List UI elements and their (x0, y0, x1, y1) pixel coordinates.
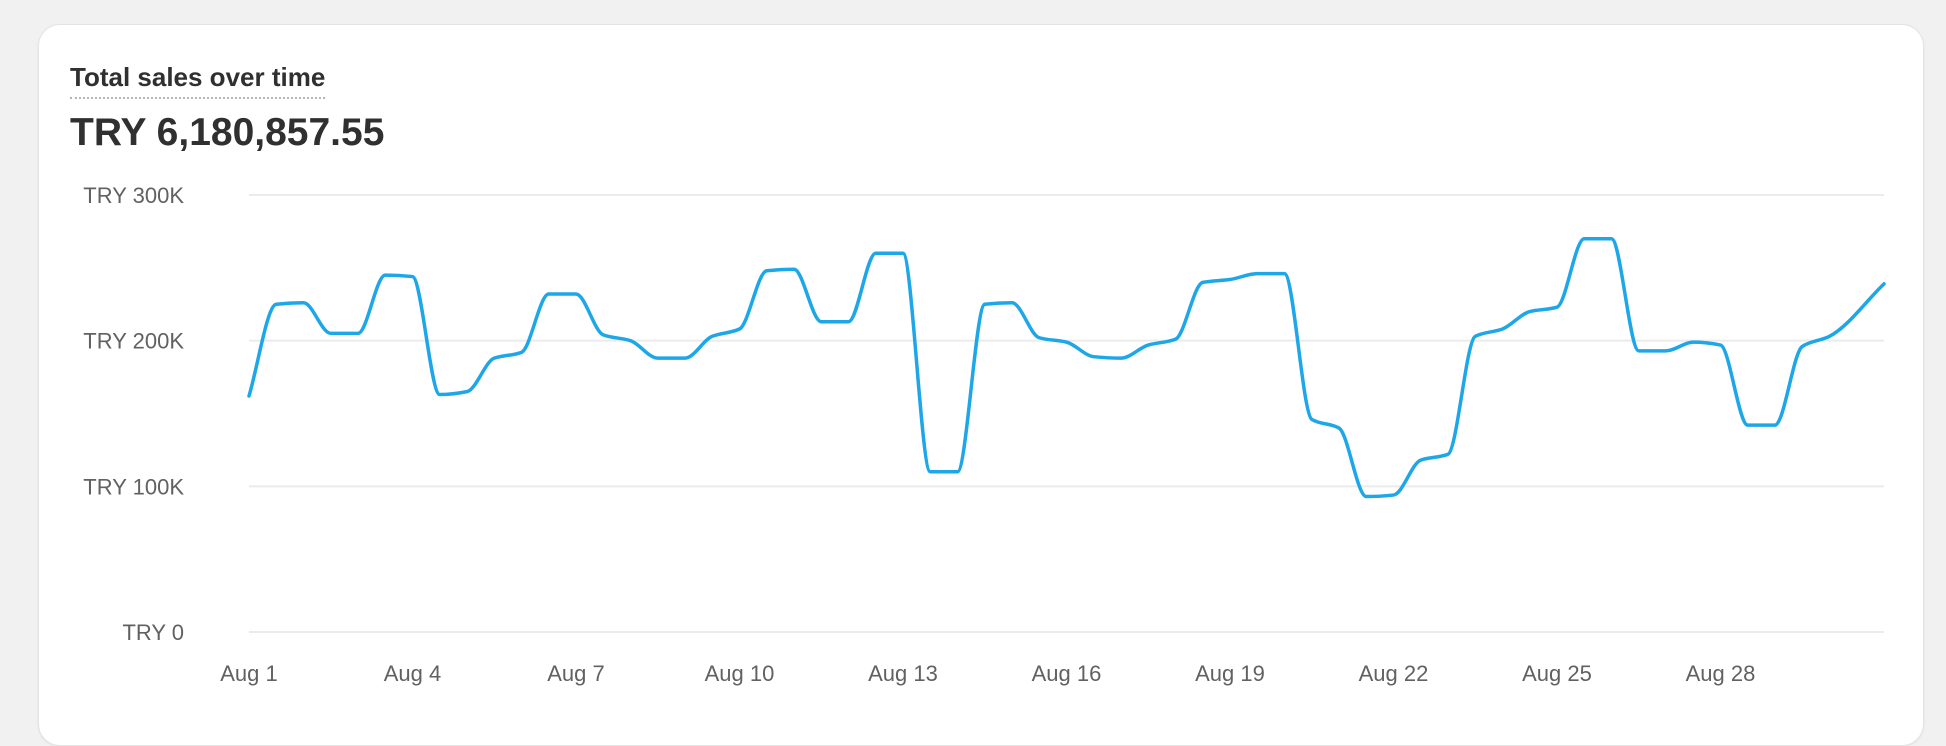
x-tick-label: Aug 22 (1359, 661, 1429, 686)
chart-title[interactable]: Total sales over time (70, 62, 326, 99)
grid-lines (249, 194, 1884, 633)
x-tick-label: Aug 25 (1522, 661, 1592, 686)
y-tick-label: TRY 0 (122, 620, 184, 645)
total-sales-value: TRY 6,180,857.55 (70, 111, 385, 154)
x-tick-label: Aug 1 (220, 661, 278, 686)
sales-line-chart: TRY 0 TRY 100K TRY 200K TRY 300K Aug 1 Aug 4… (83, 183, 1886, 686)
x-axis-labels: Aug 1 Aug 4 Aug 7 Aug 10 Aug 13 Aug 16 Aug 19 A… (220, 661, 1755, 686)
x-tick-label: Aug 10 (705, 661, 775, 686)
sales-card (38, 24, 1924, 746)
x-tick-label: Aug 13 (868, 661, 938, 686)
y-tick-label: TRY 100K (83, 474, 184, 499)
x-tick-label: Aug 16 (1032, 661, 1102, 686)
sales-series-line[interactable] (247, 236, 1886, 499)
x-tick-label: Aug 4 (384, 661, 442, 686)
y-axis-labels: TRY 0 TRY 100K TRY 200K TRY 300K (83, 183, 184, 645)
x-tick-label: Aug 7 (547, 661, 605, 686)
y-tick-label: TRY 200K (83, 329, 184, 354)
x-tick-label: Aug 28 (1686, 661, 1756, 686)
series-layer (247, 236, 1886, 499)
x-tick-label: Aug 19 (1195, 661, 1265, 686)
y-tick-label: TRY 300K (83, 183, 184, 208)
